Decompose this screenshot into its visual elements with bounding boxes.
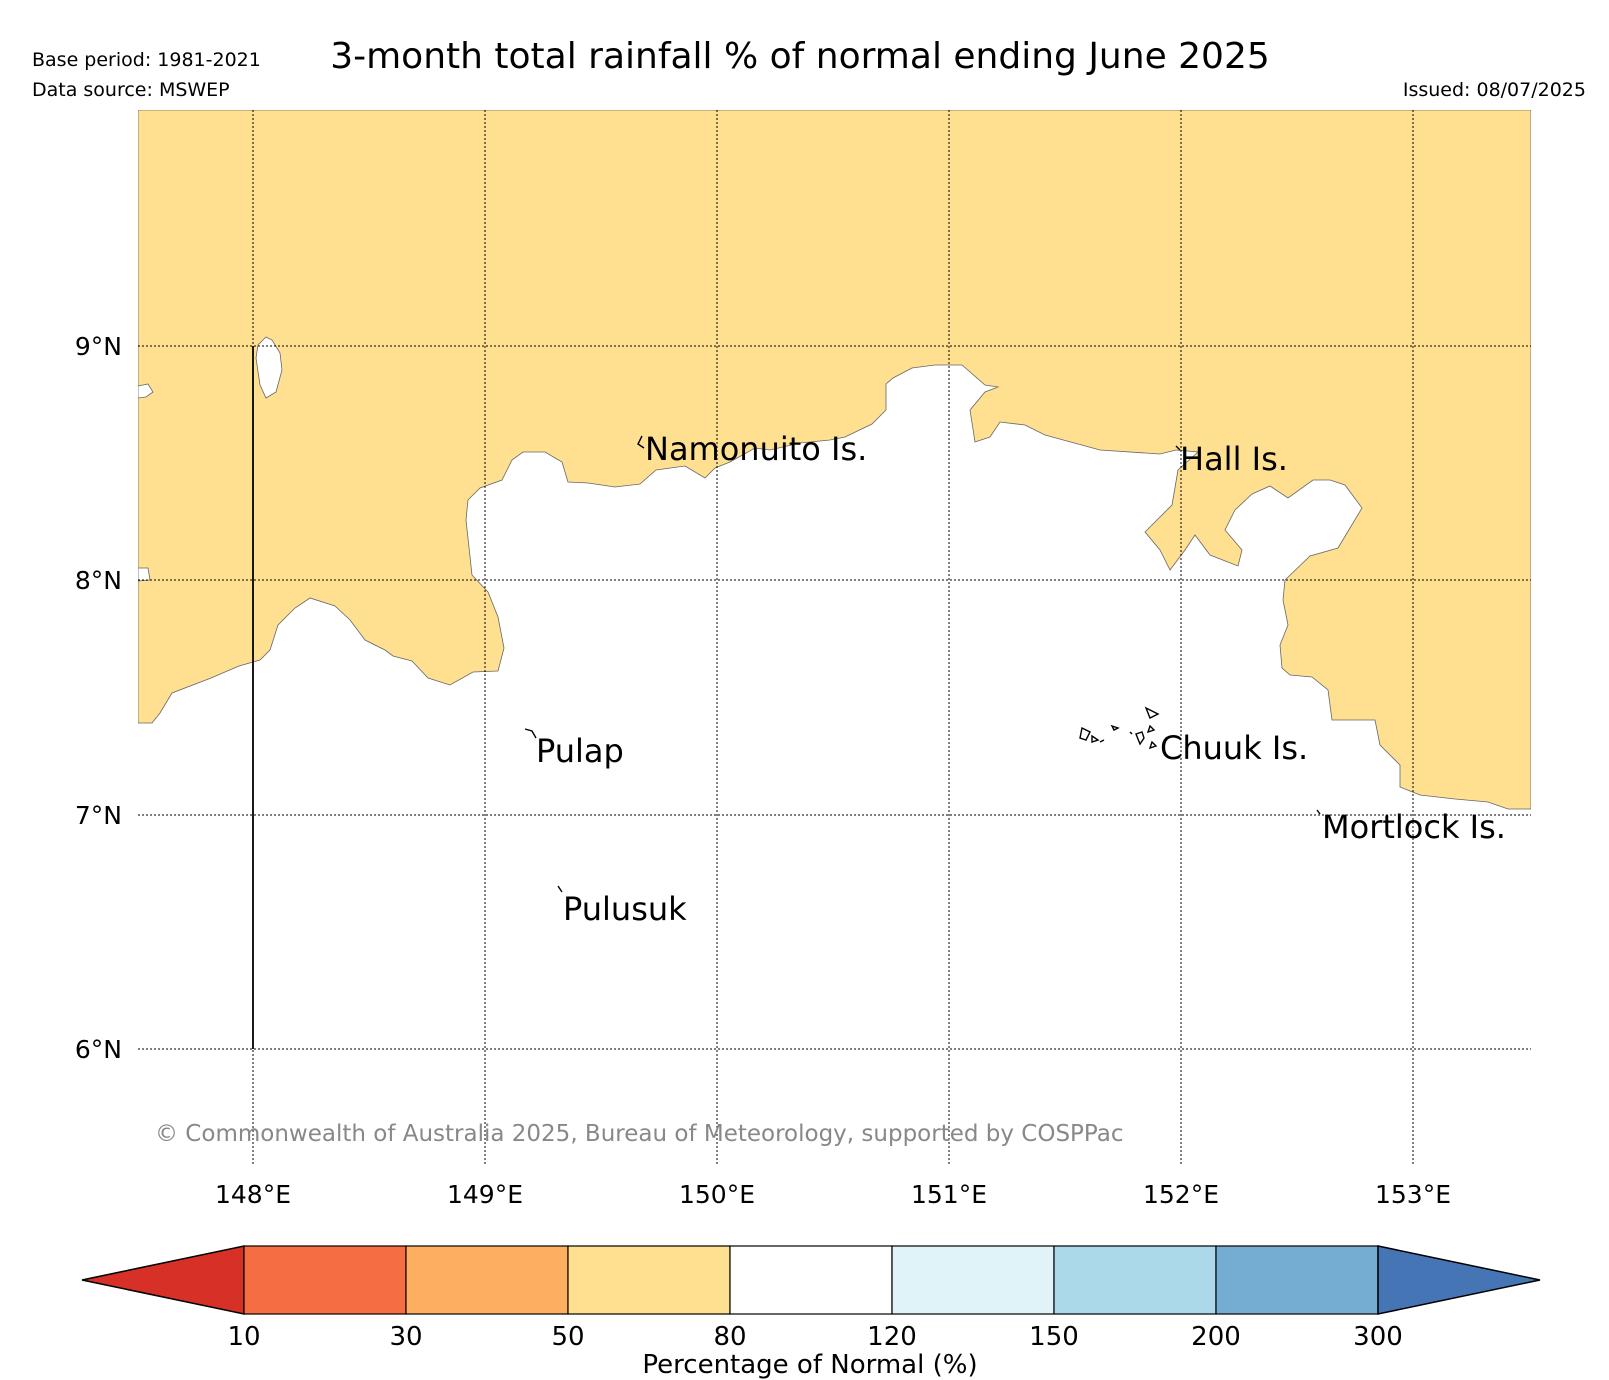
lon-tick-153: 153°E (1375, 1180, 1451, 1209)
colorbar: 10 30 50 80 120 150 200 300 Percentage o… (81, 1245, 1541, 1380)
lon-tick-150: 150°E (679, 1180, 755, 1209)
colorbar-title: Percentage of Normal (%) (642, 1350, 977, 1380)
data-source-label: Data source: MSWEP (32, 79, 230, 101)
place-label-chuuk: Chuuk Is. (1160, 729, 1308, 767)
island-pulusuk (557, 885, 563, 893)
lon-tick-152: 152°E (1143, 1180, 1219, 1209)
place-label-pulusuk: Pulusuk (563, 890, 687, 928)
colorbar-bin-10-30 (243, 1245, 407, 1315)
lat-tick-7: 7°N (75, 801, 122, 830)
figure-title: 3-month total rainfall % of normal endin… (330, 36, 1270, 77)
island-namonuito (637, 435, 645, 449)
colorbar-tick-labels: 10 30 50 80 120 150 200 300 (227, 1322, 1402, 1352)
lat-tick-8: 8°N (75, 566, 122, 595)
place-label-mortlock: Mortlock Is. (1322, 808, 1506, 846)
colorbar-bin-150-200 (1053, 1245, 1217, 1315)
graticule (138, 110, 1531, 1166)
island-chuuk-group (1079, 706, 1160, 750)
below-normal-rainfall-region (138, 110, 1531, 810)
colorbar-tick-300: 300 (1353, 1322, 1403, 1352)
lon-tick-149: 149°E (447, 1180, 523, 1209)
colorbar-tick-200: 200 (1191, 1322, 1241, 1352)
colorbar-bin-50-80 (567, 1245, 731, 1315)
colorbar-bin-200-300 (1215, 1245, 1379, 1315)
colorbar-bin-120-150 (891, 1245, 1055, 1315)
colorbar-tick-150: 150 (1029, 1322, 1079, 1352)
longitude-tick-labels: 148°E 149°E 150°E 151°E 152°E 153°E (215, 1180, 1451, 1209)
colorbar-under-arrow (81, 1245, 245, 1315)
colorbar-tick-50: 50 (551, 1322, 584, 1352)
island-outlines (524, 435, 1321, 893)
copyright-notice: © Commonwealth of Australia 2025, Bureau… (155, 1121, 1124, 1147)
place-label-namonuito: Namonuito Is. (645, 430, 867, 468)
colorbar-bin-30-50 (405, 1245, 569, 1315)
island-pulap (524, 728, 537, 739)
colorbar-tick-80: 80 (713, 1322, 746, 1352)
map-area: Namonuito Is. Hall Is. Pulap Chuuk Is. M… (138, 110, 1531, 1166)
island-mortlock (1316, 809, 1321, 815)
issued-date-label: Issued: 08/07/2025 (1403, 79, 1586, 101)
colorbar-tick-120: 120 (867, 1322, 917, 1352)
place-label-hall: Hall Is. (1180, 440, 1288, 478)
colorbar-tick-30: 30 (389, 1322, 422, 1352)
latitude-tick-labels: 9°N 8°N 7°N 6°N (75, 332, 122, 1064)
colorbar-over-arrow (1377, 1245, 1541, 1315)
base-period-label: Base period: 1981-2021 (32, 49, 261, 71)
colorbar-tick-10: 10 (227, 1322, 260, 1352)
island-hall (1175, 445, 1181, 451)
lat-tick-6: 6°N (75, 1035, 122, 1064)
colorbar-bin-80-120 (729, 1245, 893, 1315)
lon-tick-148: 148°E (215, 1180, 291, 1209)
place-label-pulap: Pulap (536, 732, 624, 770)
lat-tick-9: 9°N (75, 332, 122, 361)
lon-tick-151: 151°E (911, 1180, 987, 1209)
place-labels: Namonuito Is. Hall Is. Pulap Chuuk Is. M… (536, 430, 1506, 928)
